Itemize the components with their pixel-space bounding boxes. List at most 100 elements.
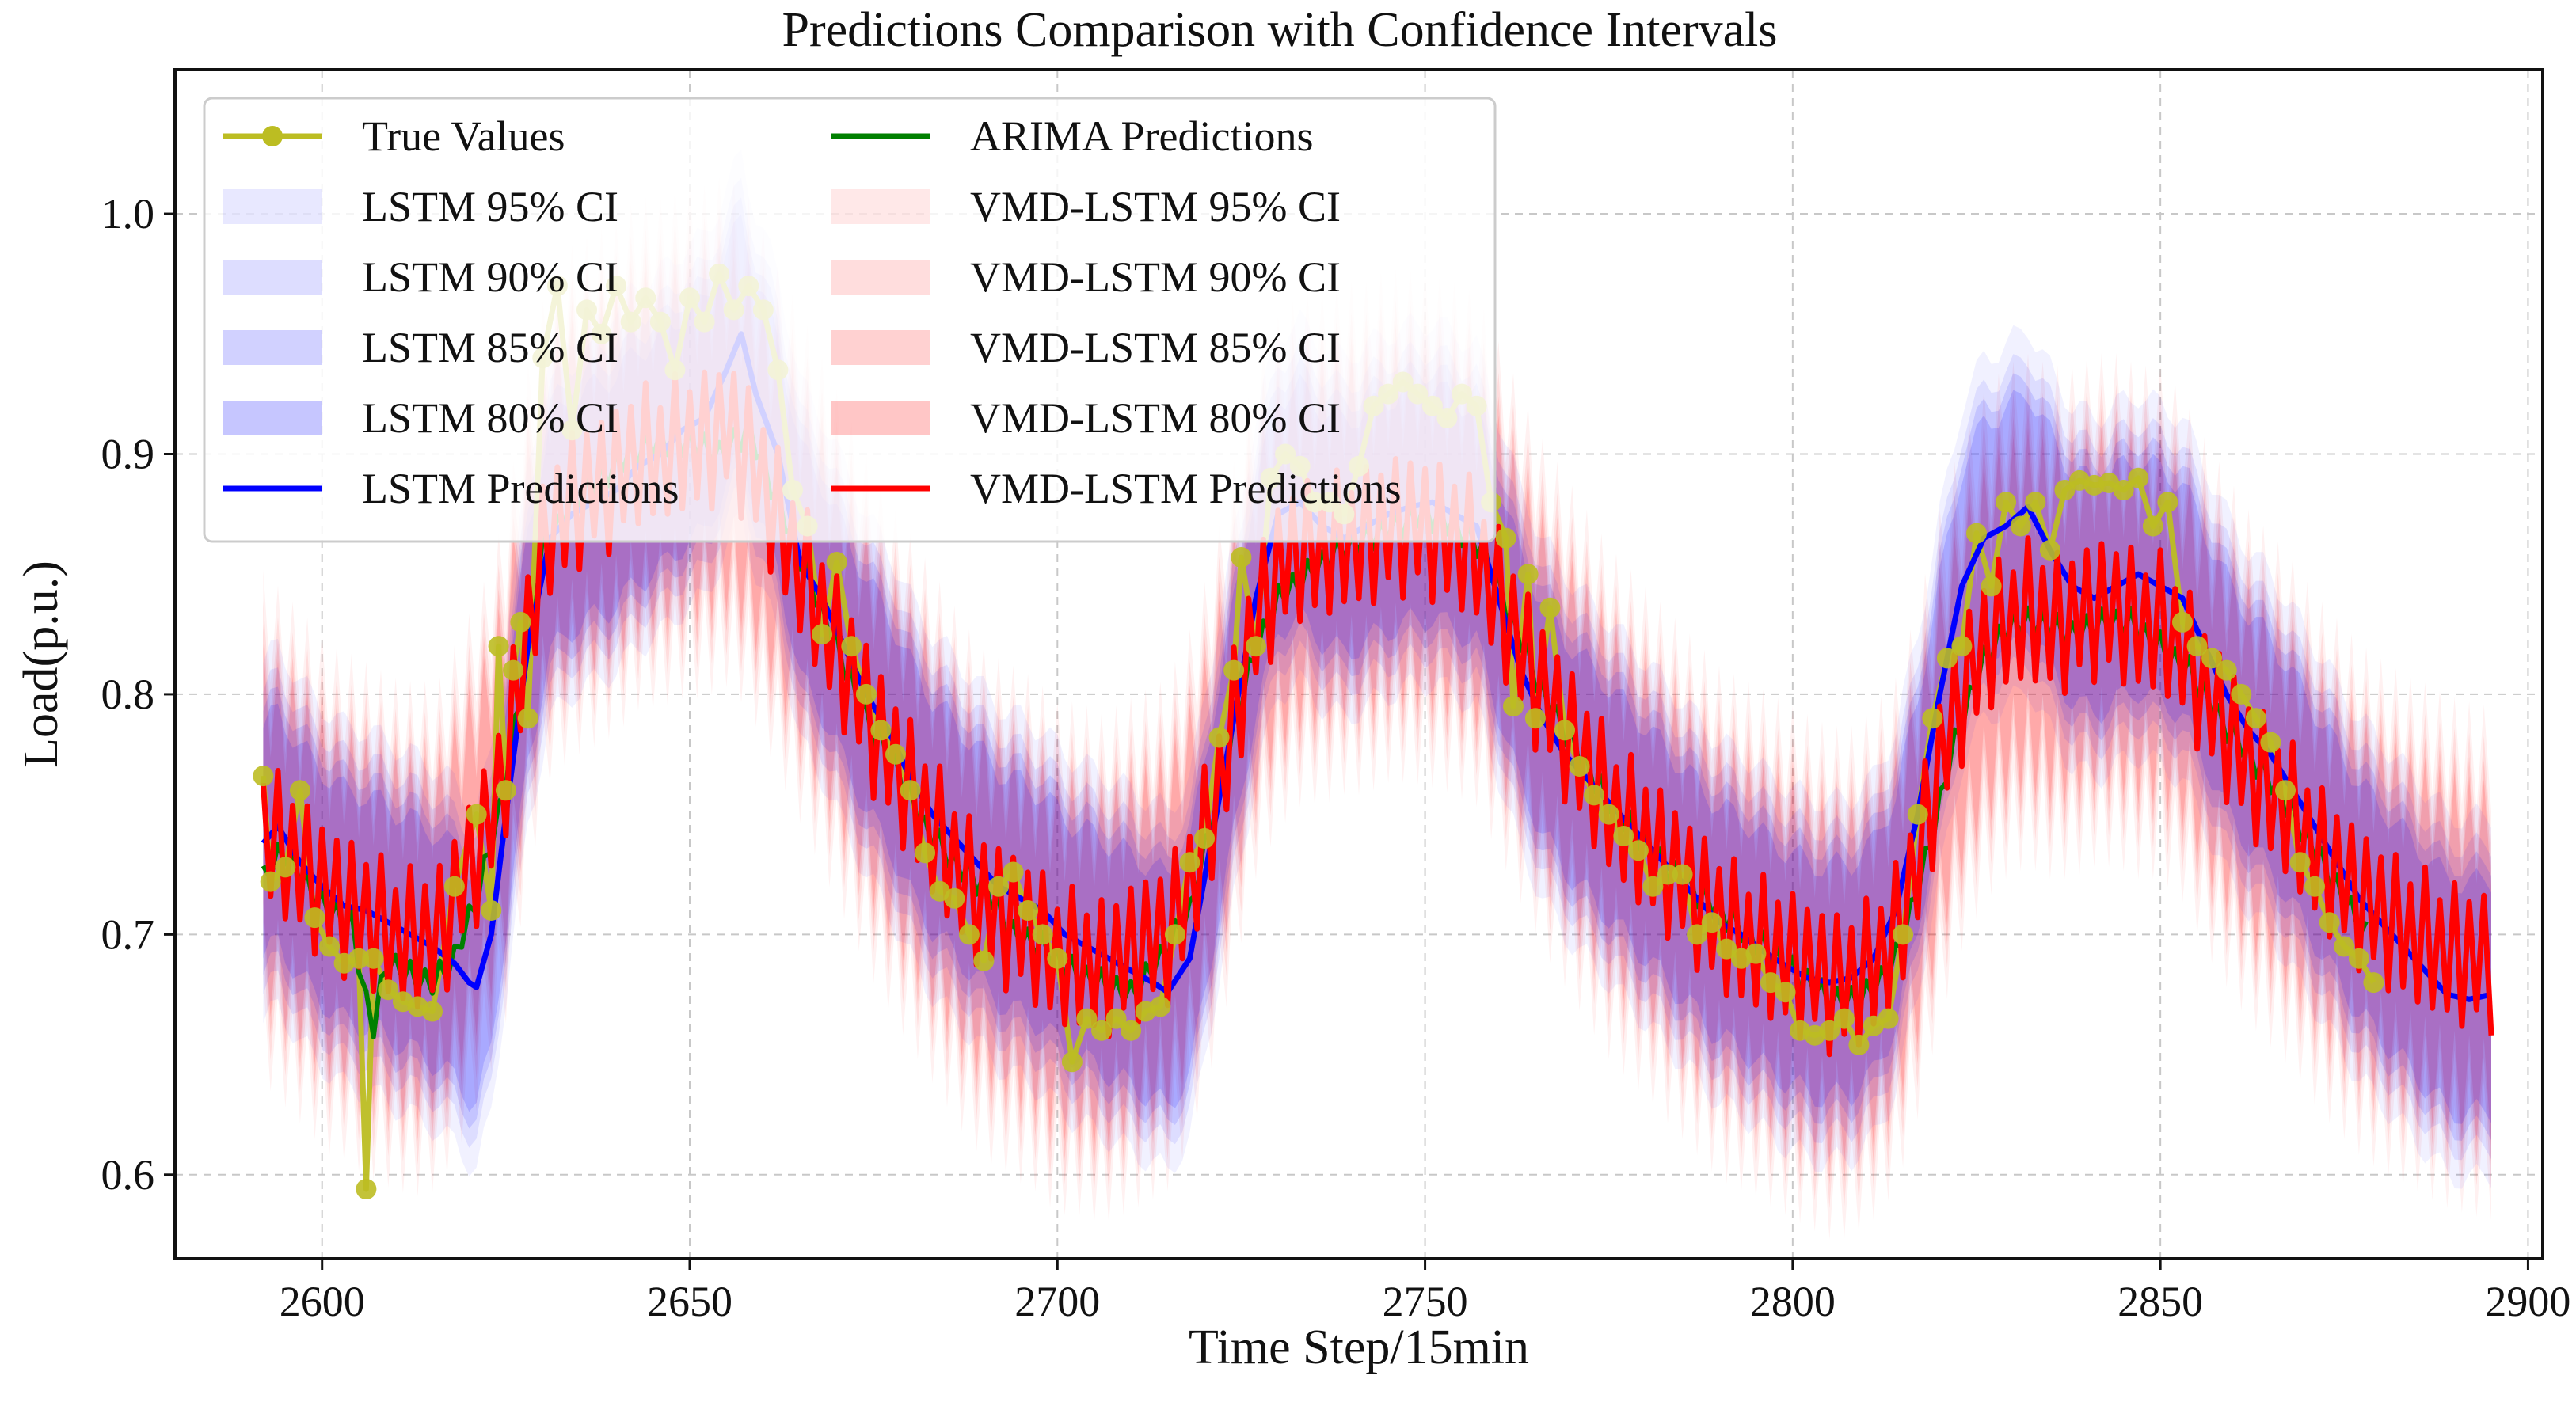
true-value-point [2319, 912, 2340, 933]
true-value-point [900, 780, 921, 801]
legend: True Values ARIMA Predictions LSTM 95% CI V… [203, 97, 1497, 543]
legend-swatch [223, 260, 322, 295]
true-value-point [503, 659, 524, 681]
true-value-point [1003, 861, 1024, 883]
true-value-point [1833, 1008, 1855, 1029]
true-value-point [1164, 924, 1185, 945]
true-value-point [253, 766, 274, 787]
x-axis-label: Time Step/15min [1189, 1321, 1529, 1374]
legend-label: LSTM 90% CI [362, 253, 618, 301]
true-value-point [826, 552, 847, 572]
y-tick-label: 0.6 [101, 1151, 155, 1199]
true-value-point [356, 1179, 377, 1199]
true-value-point [2334, 936, 2355, 957]
x-tick-label: 2900 [2485, 1278, 2570, 1325]
true-value-point [1848, 1034, 1870, 1055]
legend-swatch [831, 330, 930, 365]
true-value-point [510, 611, 531, 633]
chart-title: Predictions Comparison with Confidence I… [782, 3, 1778, 57]
legend-swatch [831, 260, 930, 295]
true-value-point [443, 876, 465, 897]
legend-marker [262, 126, 283, 146]
true-value-point [517, 708, 538, 729]
true-value-point [289, 780, 310, 801]
true-value-point [2348, 948, 2369, 969]
legend-swatch [223, 330, 322, 365]
true-value-point [1105, 1008, 1127, 1029]
y-tick-label: 1.0 [101, 190, 155, 238]
true-value-point [870, 720, 892, 741]
true-value-point [1598, 804, 1619, 825]
true-value-point [2142, 515, 2163, 537]
true-value-point [2025, 492, 2046, 513]
true-value-point [2289, 852, 2311, 873]
true-value-point [2010, 515, 2031, 537]
true-value-point [304, 907, 325, 929]
x-tick-label: 2600 [280, 1278, 365, 1325]
legend-label: LSTM 80% CI [362, 394, 618, 442]
true-value-point [988, 876, 1009, 897]
ci-band-lstm-95 [263, 149, 2492, 1189]
true-value-point [1922, 708, 1943, 729]
true-value-point [1936, 648, 1958, 669]
y-tick-label: 0.7 [101, 910, 155, 958]
true-value-point [1981, 576, 2002, 597]
true-value-point [2363, 972, 2384, 994]
true-value-point [1878, 1008, 1899, 1029]
legend-label: VMD-LSTM Predictions [970, 465, 1401, 512]
legend-swatch [831, 189, 930, 224]
true-value-point [855, 683, 877, 705]
legend-label: VMD-LSTM 95% CI [970, 183, 1341, 230]
true-value-point [1061, 1051, 1083, 1073]
true-value-point [1179, 852, 1200, 873]
true-value-point [2039, 539, 2060, 561]
legend-label: VMD-LSTM 85% CI [970, 324, 1341, 371]
legend-label: LSTM 85% CI [362, 324, 618, 371]
y-tick-label: 0.9 [101, 430, 155, 477]
true-value-point [1032, 924, 1053, 945]
true-value-point [1495, 527, 1516, 549]
true-value-point [319, 936, 340, 957]
true-value-point [422, 1001, 443, 1022]
true-value-point [2201, 648, 2223, 669]
true-value-point [944, 887, 965, 909]
true-value-point [1627, 840, 1649, 861]
true-value-point [1554, 720, 1575, 741]
true-value-point [958, 924, 980, 945]
true-value-point [2172, 611, 2193, 633]
true-value-point [1819, 1020, 1840, 1041]
true-value-point [1121, 1020, 1142, 1041]
true-value-point [348, 948, 370, 969]
true-value-point [1524, 708, 1546, 729]
grid [175, 70, 2543, 1259]
true-value-point [2157, 492, 2178, 513]
true-value-point [2260, 732, 2281, 753]
true-value-point [1893, 924, 1914, 945]
x-tick-label: 2650 [647, 1278, 732, 1325]
true-value-point [1775, 982, 1796, 1003]
true-value-point [1569, 756, 1590, 777]
legend-label: LSTM Predictions [362, 465, 679, 512]
true-value-point [1642, 876, 1664, 897]
true-value-point [2186, 636, 2208, 657]
x-tick-label: 2750 [1383, 1278, 1468, 1325]
true-value-point [1907, 804, 1928, 825]
true-value-point [466, 804, 487, 825]
true-value-point [812, 624, 833, 645]
true-value-point [1076, 1008, 1098, 1029]
true-value-point [1018, 900, 1039, 921]
true-value-point [2113, 480, 2134, 500]
y-axis-label: Load(p.u.) [14, 561, 68, 768]
true-value-point [1539, 597, 1561, 618]
true-value-point [2128, 467, 2149, 488]
true-value-point [841, 636, 862, 657]
true-value-point [1517, 564, 1539, 585]
legend-label: LSTM 95% CI [362, 183, 618, 230]
true-value-point [495, 780, 516, 801]
true-value-point [1584, 785, 1605, 806]
true-value-point [1246, 636, 1266, 657]
true-value-point [1657, 864, 1678, 885]
y-axis-ticks: 0.6 0.7 0.8 0.9 1.0 [101, 190, 175, 1199]
true-value-point [363, 948, 384, 969]
